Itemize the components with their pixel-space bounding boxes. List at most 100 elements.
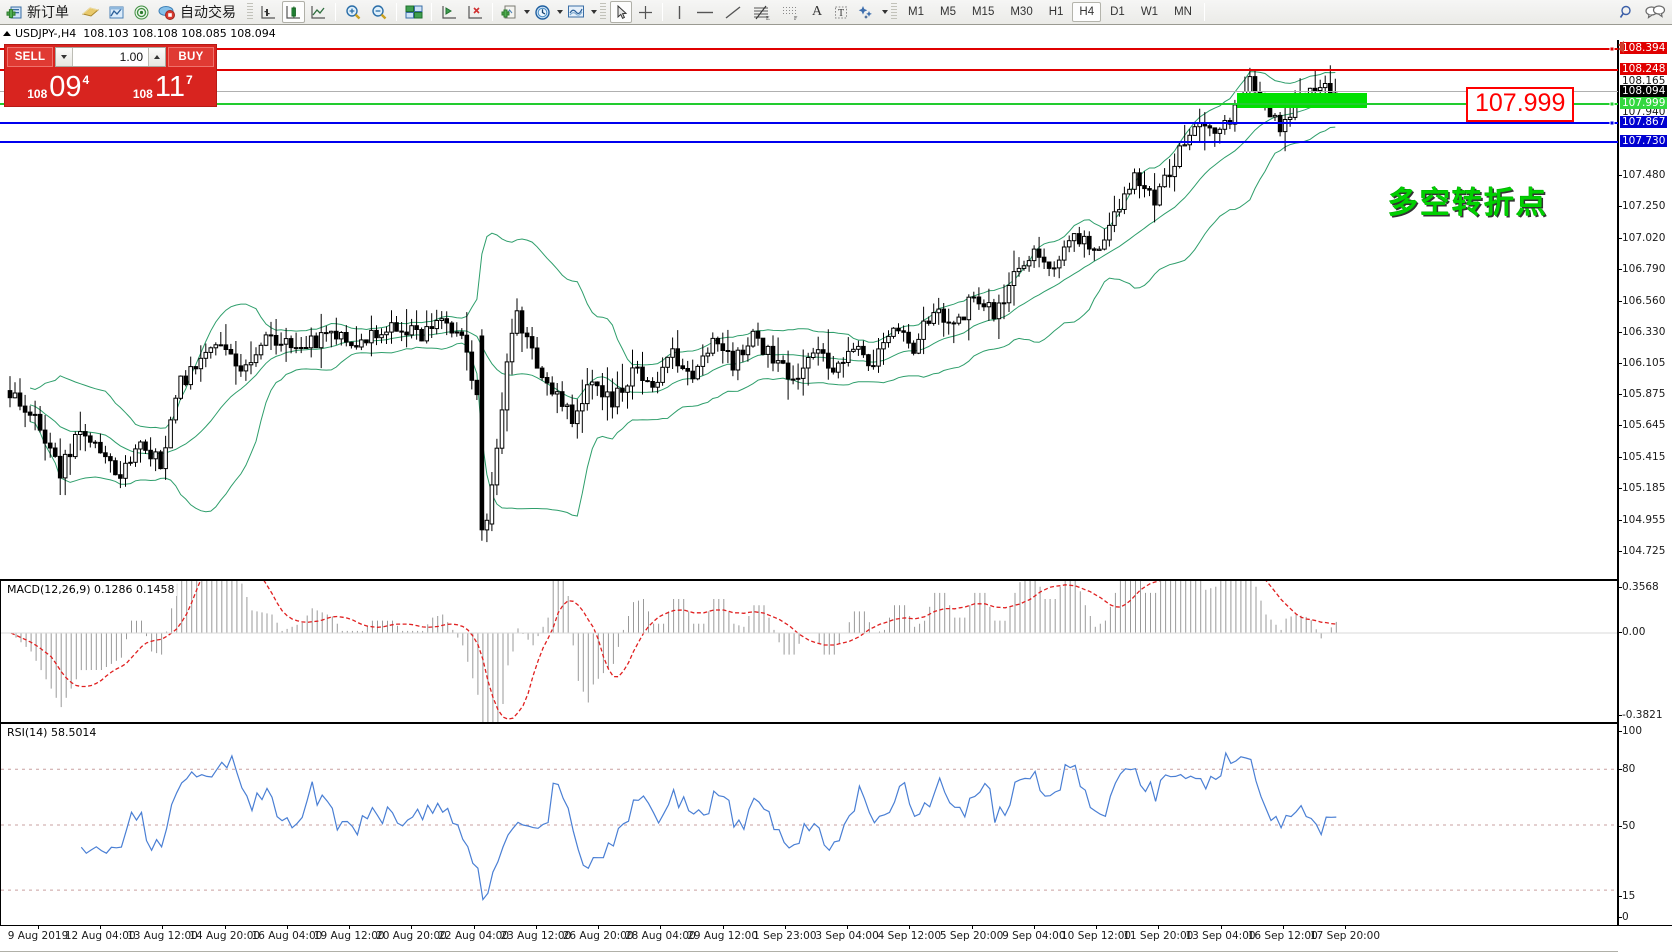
buy-button[interactable]: BUY bbox=[168, 47, 214, 67]
price-level-label[interactable]: 108.394 bbox=[1620, 42, 1668, 54]
timeframe-m1-button[interactable]: M1 bbox=[908, 6, 924, 18]
price-level-label[interactable]: 108.248 bbox=[1620, 63, 1668, 75]
volume-increase-button[interactable] bbox=[148, 48, 165, 66]
shapes-icon[interactable] bbox=[854, 1, 879, 23]
timeframe-w1-button[interactable]: W1 bbox=[1140, 6, 1159, 18]
price-axis-tick: 105.415 bbox=[1618, 450, 1666, 463]
time-axis-label: 1 Sep 23:00 bbox=[753, 930, 817, 942]
macd-histogram bbox=[15, 581, 1337, 722]
price-level-label[interactable]: 107.867 bbox=[1620, 116, 1668, 128]
text-label-icon[interactable]: A bbox=[811, 4, 823, 19]
one-click-trading-panel[interactable]: SELL 1.00 BUY 108 09 4 108 11 7 bbox=[4, 44, 217, 107]
price-level-label[interactable]: 108.094 bbox=[1620, 85, 1668, 97]
profile-icon[interactable] bbox=[78, 1, 103, 23]
macd-label: MACD(12,26,9) 0.1286 0.1458 bbox=[5, 583, 177, 596]
price-level-label[interactable]: 107.940 bbox=[1620, 106, 1668, 118]
time-axis[interactable]: 9 Aug 2019 12 Aug 04:00 13 Aug 12:00 14 Aug… bbox=[0, 926, 1618, 952]
candlestick-series bbox=[7, 65, 1338, 543]
price-axis-tick: 105.645 bbox=[1618, 419, 1666, 432]
macd-pane[interactable]: MACD(12,26,9) 0.1286 0.1458 bbox=[0, 580, 1618, 723]
period-dropdown-caret[interactable] bbox=[557, 10, 563, 14]
auto-scroll-icon[interactable] bbox=[463, 1, 487, 23]
fibonacci-icon[interactable]: E bbox=[748, 1, 775, 23]
time-axis-tick bbox=[1096, 926, 1098, 929]
timeframe-d1-button[interactable]: D1 bbox=[1110, 6, 1125, 18]
add-indicator-icon[interactable] bbox=[498, 1, 521, 23]
timeframe-mn-button[interactable]: MN bbox=[1174, 6, 1192, 18]
toolbar-grip-2[interactable] bbox=[600, 3, 606, 21]
add-indicator-dropdown-caret[interactable] bbox=[524, 10, 530, 14]
horizontal-line-icon[interactable] bbox=[692, 1, 718, 23]
bar-chart-icon[interactable] bbox=[257, 1, 280, 23]
price-level-label[interactable]: 107.730 bbox=[1620, 135, 1668, 147]
sell-price-main: 09 bbox=[49, 71, 82, 103]
trendline-icon[interactable] bbox=[720, 1, 746, 23]
volume-value[interactable]: 1.00 bbox=[119, 50, 143, 64]
sell-button[interactable]: SELL bbox=[7, 47, 53, 67]
shapes-dropdown-caret[interactable] bbox=[882, 10, 888, 14]
search-icon[interactable] bbox=[1615, 1, 1639, 23]
vertical-line-icon[interactable] bbox=[668, 1, 690, 23]
period-icon[interactable] bbox=[531, 1, 554, 23]
one-click-top-row: SELL 1.00 BUY bbox=[5, 45, 216, 69]
autotrade-button[interactable]: 自动交易 bbox=[155, 1, 243, 23]
templates-dropdown-caret[interactable] bbox=[591, 10, 597, 14]
sell-price-prefix: 108 bbox=[27, 87, 48, 101]
sell-price-display[interactable]: 108 09 4 bbox=[7, 69, 110, 104]
toolbar-grip[interactable] bbox=[247, 3, 253, 21]
zoom-in-icon[interactable] bbox=[341, 1, 365, 23]
time-axis-tick bbox=[1158, 926, 1160, 929]
channel-icon[interactable]: F bbox=[777, 1, 804, 23]
timeframe-h1-button[interactable]: H1 bbox=[1048, 6, 1064, 18]
buy-price-display[interactable]: 108 11 7 bbox=[111, 69, 214, 104]
time-axis-label: 11 Sep 20:00 bbox=[1123, 930, 1194, 942]
rsi-axis-tick: 0 bbox=[1619, 911, 1629, 923]
timeframe-m15-button[interactable]: M15 bbox=[971, 6, 995, 18]
new-order-label: 新订单 bbox=[27, 5, 69, 21]
price-chart-pane[interactable] bbox=[0, 40, 1618, 580]
time-axis-tick bbox=[660, 926, 662, 929]
templates-icon[interactable] bbox=[564, 1, 588, 23]
time-axis-label: 23 Aug 12:00 bbox=[500, 930, 572, 942]
volume-stepper[interactable]: 1.00 bbox=[55, 47, 166, 67]
crosshair-icon[interactable] bbox=[634, 1, 657, 23]
text-icon[interactable]: T bbox=[830, 1, 852, 23]
price-level-label[interactable]: 108.165 bbox=[1620, 75, 1668, 87]
collapse-triangle-icon[interactable] bbox=[3, 31, 11, 36]
time-axis-tick bbox=[411, 926, 413, 929]
macd-axis-tick: 0.3568 bbox=[1619, 581, 1659, 593]
cursor-icon[interactable] bbox=[610, 1, 632, 23]
time-axis-tick bbox=[1282, 926, 1284, 929]
rsi-axis-tick: 50 bbox=[1618, 820, 1636, 832]
timeframe-m5-button[interactable]: M5 bbox=[939, 6, 956, 18]
line-chart-icon[interactable] bbox=[307, 1, 330, 23]
toolbar-grip-3[interactable] bbox=[891, 3, 897, 21]
candlestick-chart-icon[interactable] bbox=[282, 1, 305, 23]
rsi-pane[interactable]: RSI(14) 58.5014 bbox=[0, 723, 1618, 926]
timeframe-group: M1 M5 M15 M30 H1 H4 D1 W1 MN bbox=[900, 2, 1200, 22]
signals-icon[interactable] bbox=[130, 1, 153, 23]
timeframe-m30-button[interactable]: M30 bbox=[1010, 6, 1033, 18]
terminal-icon[interactable] bbox=[105, 1, 128, 23]
chart-shift-icon[interactable] bbox=[437, 1, 461, 23]
time-axis-label: 26 Aug 20:00 bbox=[562, 930, 634, 942]
zoom-out-icon[interactable] bbox=[367, 1, 391, 23]
buy-price-prefix: 108 bbox=[132, 87, 153, 101]
tile-windows-icon[interactable] bbox=[402, 1, 426, 23]
rsi-line bbox=[80, 751, 1337, 902]
time-axis-tick bbox=[1033, 926, 1035, 929]
time-axis-tick bbox=[162, 926, 164, 929]
chat-icon[interactable] bbox=[1641, 1, 1669, 23]
new-order-button[interactable]: 新订单 bbox=[3, 1, 76, 23]
timeframe-h4-button[interactable]: H4 bbox=[1072, 2, 1102, 22]
price-axis-tick: 107.250 bbox=[1618, 200, 1666, 213]
price-level-label[interactable]: 107.999 bbox=[1620, 97, 1668, 109]
time-axis-label: 13 Aug 12:00 bbox=[127, 930, 198, 942]
price-axis[interactable]: 107.480 107.250 107.020 106.790 106.560 106.3… bbox=[1618, 40, 1672, 926]
toolbar-separator-5 bbox=[662, 3, 663, 21]
time-axis-label: 3 Sep 04:00 bbox=[815, 930, 879, 942]
time-axis-tick bbox=[1345, 926, 1346, 929]
toolbar-separator bbox=[335, 3, 336, 21]
volume-decrease-button[interactable] bbox=[56, 48, 73, 66]
